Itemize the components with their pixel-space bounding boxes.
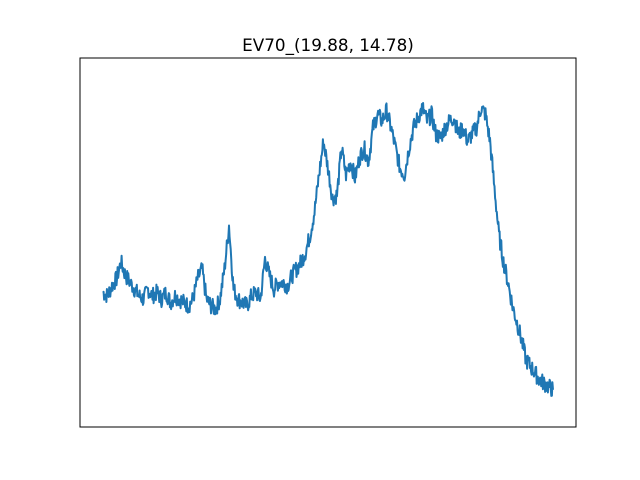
series-line-0	[102, 102, 554, 397]
plot-area	[102, 102, 554, 397]
axes-frame	[79, 57, 577, 428]
chart-title: EV70_(19.88, 14.78)	[242, 35, 414, 56]
